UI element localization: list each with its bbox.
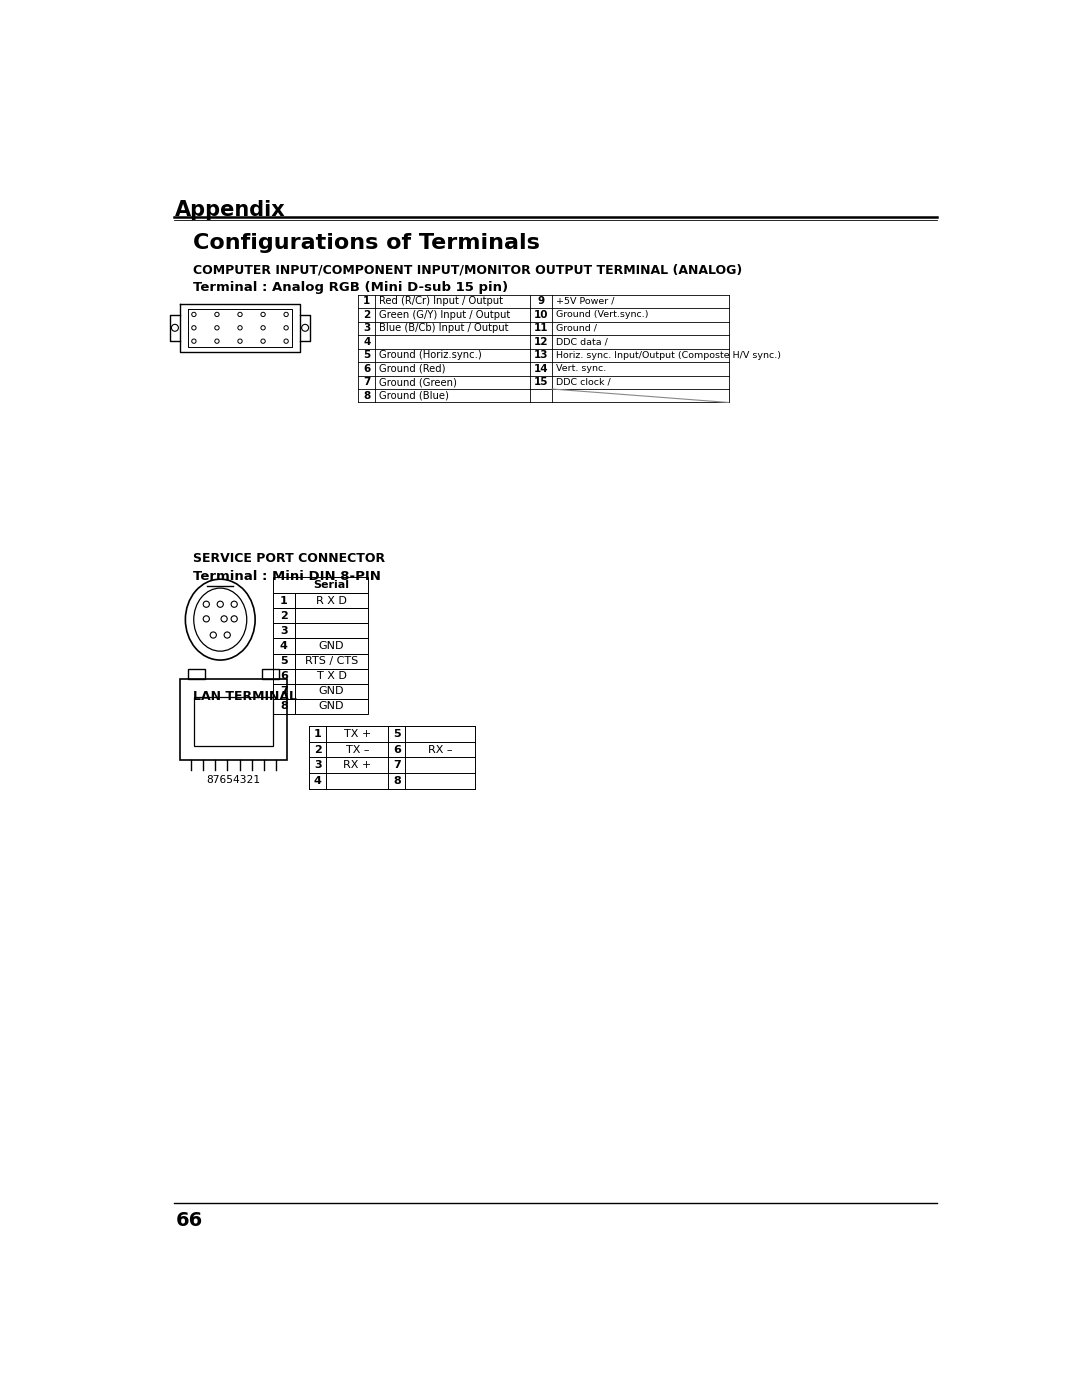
Text: Ground (Vert.sync.): Ground (Vert.sync.) — [556, 310, 648, 320]
Bar — [273, 683, 295, 698]
Bar — [273, 623, 295, 638]
Text: GND: GND — [319, 701, 345, 711]
Text: 2: 2 — [280, 610, 287, 622]
Bar — [295, 594, 368, 609]
Text: SERVICE PORT CONNECTOR: SERVICE PORT CONNECTOR — [193, 552, 386, 564]
Bar — [295, 609, 368, 623]
Text: 6: 6 — [280, 671, 287, 680]
Text: Serial: Serial — [313, 580, 350, 591]
Bar — [273, 594, 295, 609]
Bar — [273, 638, 295, 654]
Text: Terminal : Mini DIN 8-PIN: Terminal : Mini DIN 8-PIN — [193, 570, 381, 583]
Text: Blue (B/Cb) Input / Output: Blue (B/Cb) Input / Output — [379, 323, 509, 334]
Text: 13: 13 — [534, 351, 549, 360]
Text: 4: 4 — [363, 337, 370, 346]
Text: 7: 7 — [280, 686, 287, 696]
Text: T X D: T X D — [316, 671, 347, 680]
Text: GND: GND — [319, 641, 345, 651]
Text: 10: 10 — [534, 310, 549, 320]
Text: 2: 2 — [363, 310, 370, 320]
Text: 1: 1 — [363, 296, 370, 306]
Text: RX –: RX – — [428, 745, 453, 754]
Text: 8: 8 — [280, 701, 287, 711]
Bar — [295, 654, 368, 669]
Text: Ground (Horiz.sync.): Ground (Horiz.sync.) — [379, 351, 482, 360]
Text: 7: 7 — [393, 760, 401, 770]
Text: 5: 5 — [363, 351, 370, 360]
Text: 5: 5 — [393, 729, 401, 739]
Bar — [273, 654, 295, 669]
Text: Vert. sync.: Vert. sync. — [556, 365, 606, 373]
Text: 15: 15 — [534, 377, 549, 387]
Text: 11: 11 — [534, 323, 549, 334]
Text: DDC clock /: DDC clock / — [556, 377, 610, 387]
Bar — [194, 697, 273, 746]
Text: 2: 2 — [314, 745, 322, 754]
Text: DDC data /: DDC data / — [556, 337, 608, 346]
Text: 3: 3 — [314, 760, 322, 770]
Text: 5: 5 — [280, 657, 287, 666]
Text: 6: 6 — [393, 745, 401, 754]
Text: Ground /: Ground / — [556, 324, 597, 332]
Text: 3: 3 — [363, 323, 370, 334]
Text: 6: 6 — [363, 363, 370, 374]
Text: 3: 3 — [280, 626, 287, 636]
Text: Appendix: Appendix — [175, 200, 286, 219]
Text: TX +: TX + — [343, 729, 372, 739]
Text: 8: 8 — [363, 391, 370, 401]
Text: RX +: RX + — [343, 760, 372, 770]
Bar — [273, 609, 295, 623]
Bar — [273, 669, 295, 683]
Bar — [295, 638, 368, 654]
Bar — [273, 698, 295, 714]
Text: Ground (Blue): Ground (Blue) — [379, 391, 449, 401]
Text: 12: 12 — [534, 337, 549, 346]
Text: RTS / CTS: RTS / CTS — [305, 657, 359, 666]
Text: 9: 9 — [538, 296, 544, 306]
Text: 87654321: 87654321 — [206, 775, 260, 785]
Text: Horiz. sync. Input/Output (Composte H/V sync.): Horiz. sync. Input/Output (Composte H/V … — [556, 351, 781, 360]
Bar — [295, 683, 368, 698]
Text: Ground (Green): Ground (Green) — [379, 377, 457, 387]
Text: Green (G/Y) Input / Output: Green (G/Y) Input / Output — [379, 310, 511, 320]
Text: TX –: TX – — [346, 745, 369, 754]
Text: Configurations of Terminals: Configurations of Terminals — [193, 233, 540, 253]
Text: Red (R/Cr) Input / Output: Red (R/Cr) Input / Output — [379, 296, 503, 306]
Text: LAN TERMINAL: LAN TERMINAL — [193, 690, 297, 704]
Bar — [273, 577, 368, 594]
Text: 4: 4 — [314, 777, 322, 787]
Bar — [262, 669, 279, 679]
Text: 1: 1 — [314, 729, 322, 739]
Text: 14: 14 — [534, 363, 549, 374]
Bar — [295, 669, 368, 683]
Text: 1: 1 — [280, 597, 287, 606]
Text: COMPUTER INPUT/COMPONENT INPUT/MONITOR OUTPUT TERMINAL (ANALOG): COMPUTER INPUT/COMPONENT INPUT/MONITOR O… — [193, 264, 742, 277]
Text: 66: 66 — [175, 1211, 203, 1229]
Text: +5V Power /: +5V Power / — [556, 298, 615, 306]
Text: R X D: R X D — [316, 597, 347, 606]
Text: Terminal : Analog RGB (Mini D-sub 15 pin): Terminal : Analog RGB (Mini D-sub 15 pin… — [193, 281, 509, 293]
Bar — [295, 623, 368, 638]
Text: 7: 7 — [363, 377, 370, 387]
Text: Ground (Red): Ground (Red) — [379, 363, 446, 374]
Text: 8: 8 — [393, 777, 401, 787]
Bar — [295, 698, 368, 714]
Bar — [188, 669, 205, 679]
Text: 4: 4 — [280, 641, 287, 651]
Bar — [180, 679, 287, 760]
Text: GND: GND — [319, 686, 345, 696]
